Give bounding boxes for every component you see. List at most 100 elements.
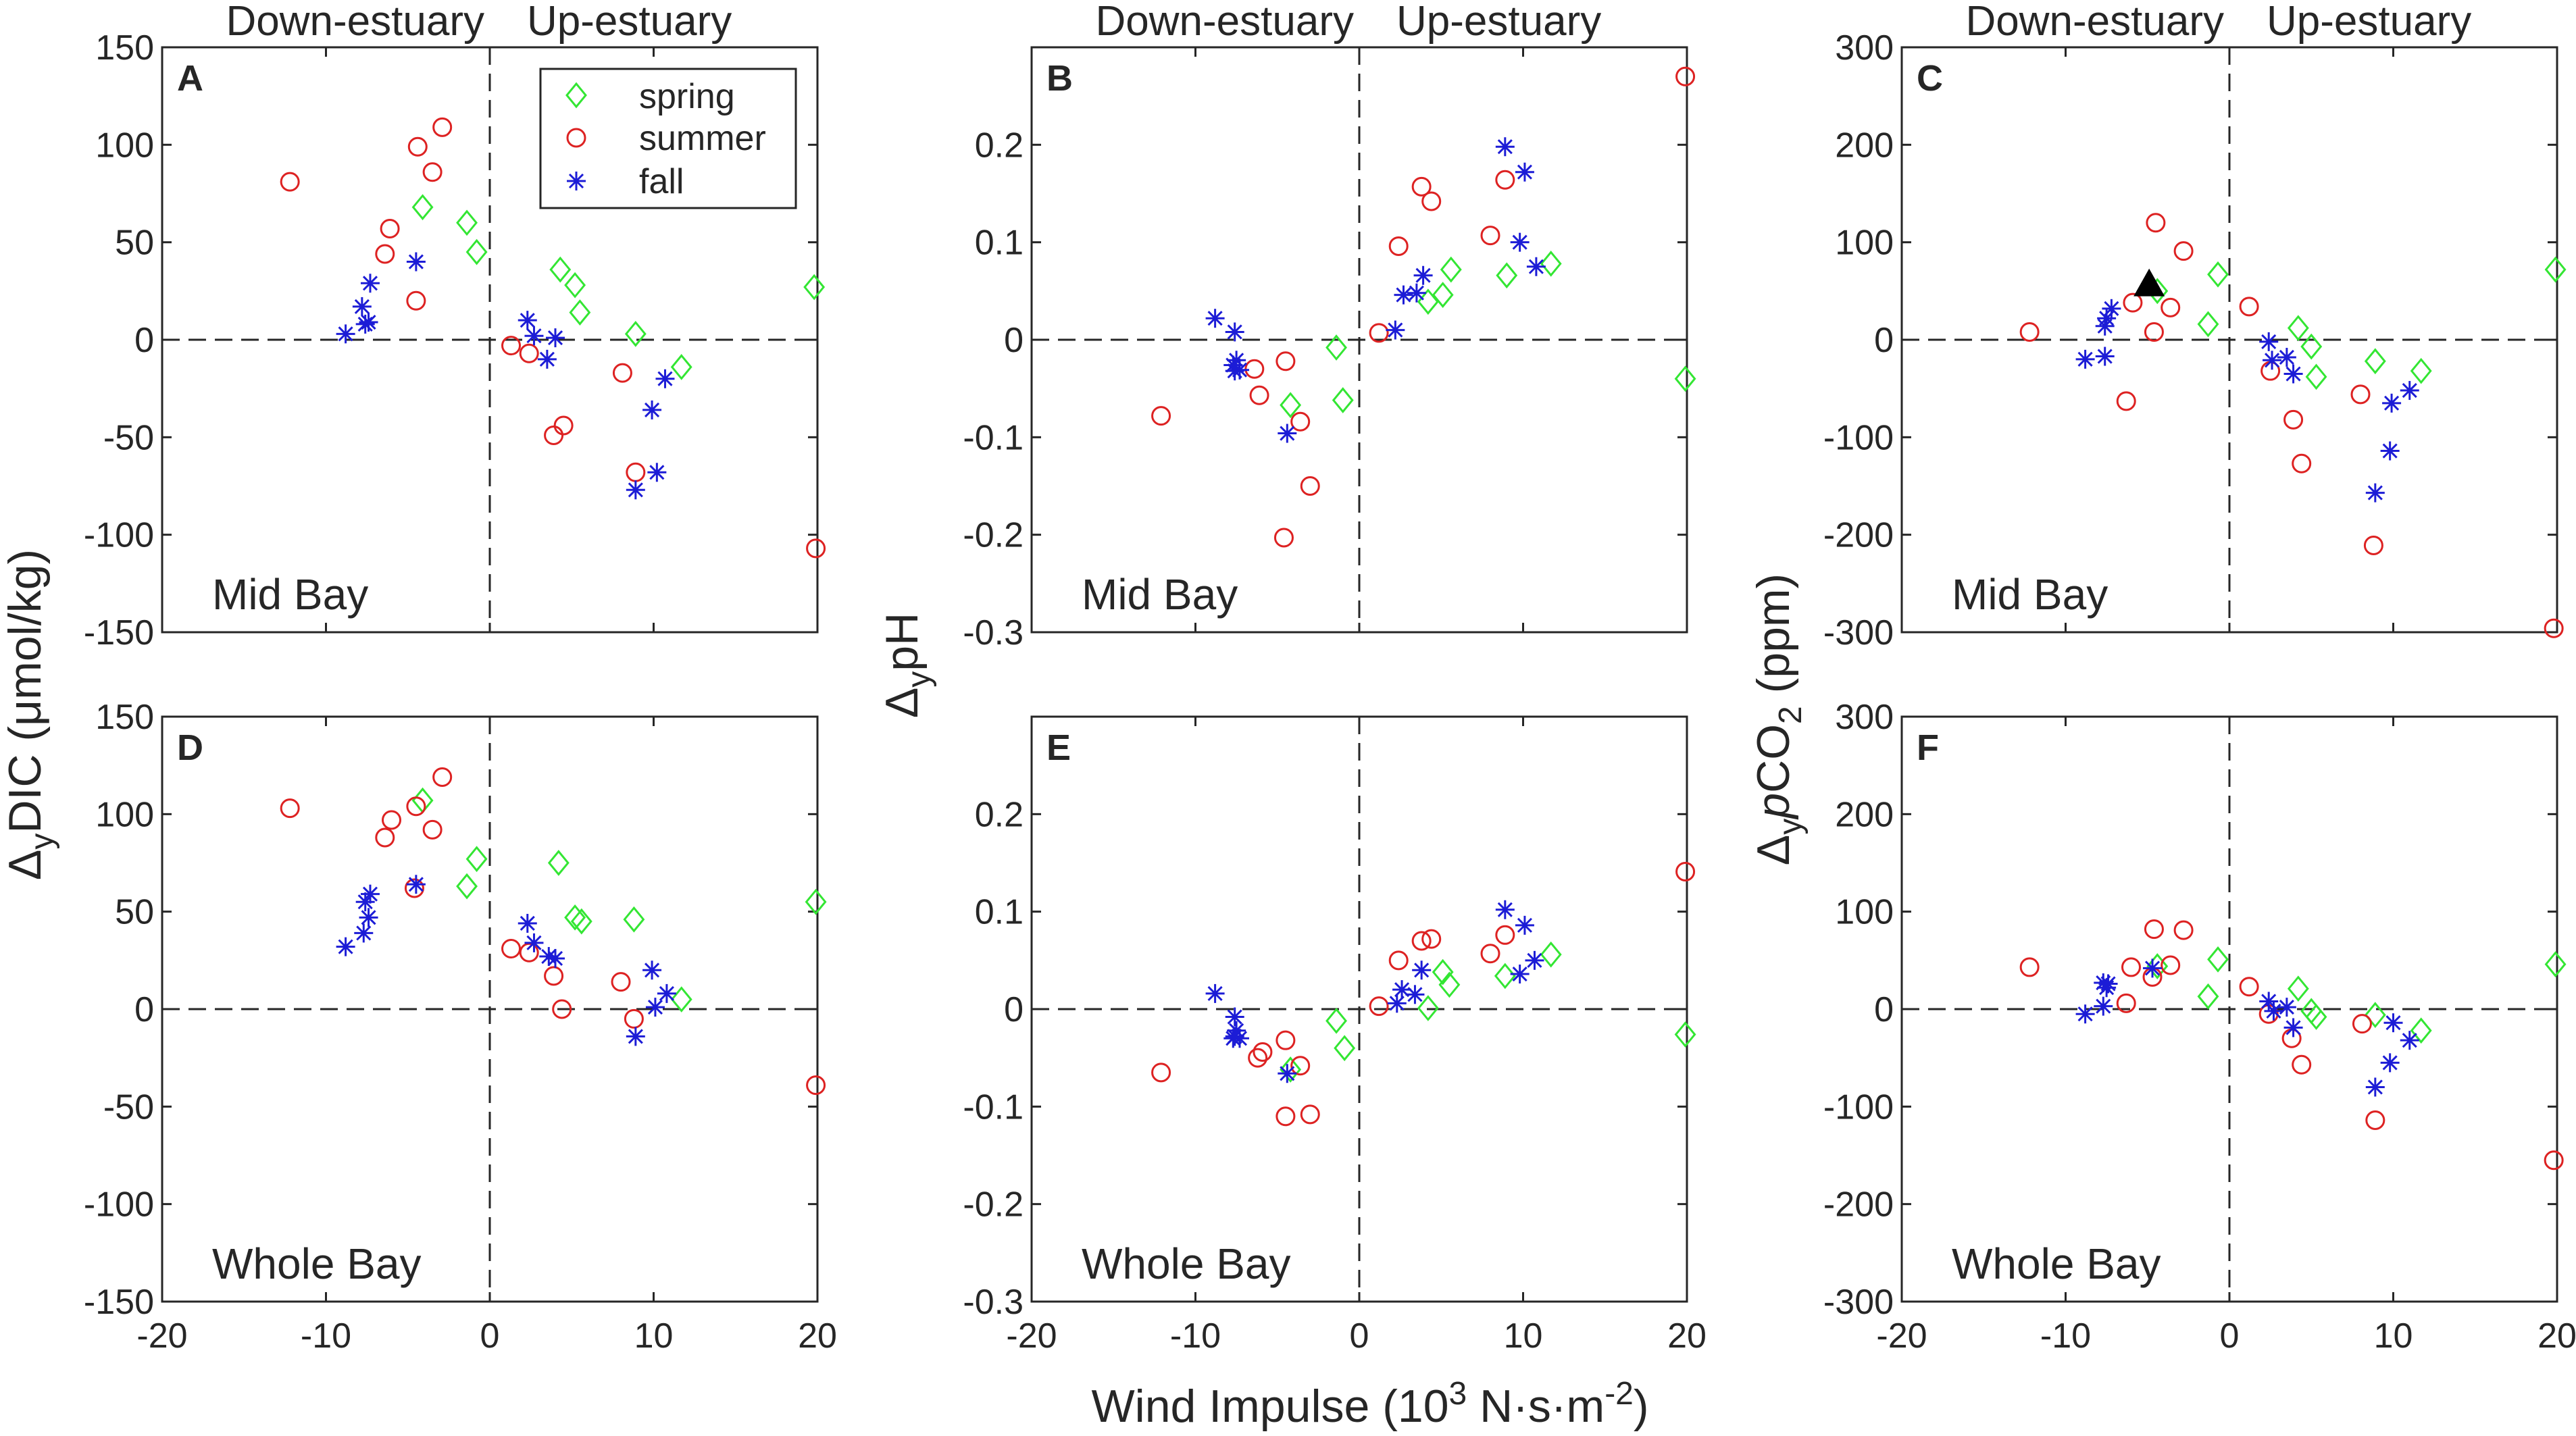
panel-a: -150 -100 -50 0 50 100 150 Down-estuary Up-estua… (84, 0, 826, 652)
panel-f-summer-point (2239, 977, 2259, 997)
panel-b-ytick-label: 0 (1004, 321, 1024, 360)
panel-f-fall-point-d2 (2382, 1055, 2398, 1071)
panel-f-fall-point (2383, 1013, 2403, 1033)
panel-a-ytick-label: 0 (134, 321, 154, 360)
panel-d-fall-point (517, 913, 537, 933)
panel-d-fall-point-d2 (645, 963, 660, 978)
panel-d-ytick-label: -50 (103, 1087, 154, 1127)
panel-e-summer-point (1276, 1106, 1296, 1127)
panel-a-spring-point (569, 299, 591, 326)
panel-f-fall-point (2380, 1053, 2400, 1073)
panel-e-ytick-label: -0.2 (963, 1185, 1024, 1225)
panel-c-fall-point (2095, 347, 2115, 366)
legend-summer-label: summer (639, 119, 766, 158)
panel-c-spring-point (2197, 311, 2219, 338)
panel-e-fall-point-d2 (1517, 917, 1532, 933)
panel-f-fall-point-d2 (2367, 1079, 2383, 1095)
panel-e: -20 -10 0 10 20 -0.3 -0.2 -0.1 0 0.1 0.2 E Whole Bay (963, 715, 1707, 1356)
panel-a-fall-point-d2 (361, 314, 376, 330)
panel-c-fall-point-d2 (2382, 443, 2398, 459)
panel-f-location: Whole Bay (1952, 1239, 2161, 1288)
panel-e-fall-point (1515, 915, 1534, 935)
panel-e-ytick-label: -0.3 (963, 1283, 1024, 1322)
panel-c-spring-point (2287, 315, 2309, 342)
panel-e-summer-point (1495, 925, 1515, 945)
panel-a-fall-point-d2 (362, 276, 378, 291)
panel-b-spring-point (1674, 365, 1696, 392)
legend: spring summer fall (539, 68, 797, 209)
panel-a-fall-point (517, 311, 537, 330)
panel-c-fall-point (2365, 483, 2385, 503)
panel-a-summer-point (380, 218, 400, 238)
panel-c: -300 -200 -100 0 100 200 300 Down-estuary Up-est… (1823, 0, 2567, 652)
panel-f-fall-point-d2 (2100, 976, 2116, 992)
panel-c-fall-point-d2 (2367, 485, 2383, 501)
panel-a-ytick-label: -50 (103, 418, 154, 457)
panel-a-spring-point (803, 274, 826, 301)
panel-a-header-down: Down-estuary (226, 0, 484, 45)
panel-b-summer-point (1388, 236, 1409, 256)
panel-c-summer-point (2283, 409, 2304, 430)
panel-a-ytick-label: -150 (84, 613, 154, 652)
panel-d-fall-point (657, 983, 676, 1003)
panel-b-letter: B (1046, 58, 1073, 99)
panel-b-fall-point (1495, 137, 1515, 157)
panel-b-summer-point (1290, 411, 1311, 432)
panel-f-xtick-label: 10 (2374, 1316, 2413, 1356)
panel-d-xtick-label: 20 (798, 1316, 837, 1356)
panel-f-fall-point (2400, 1031, 2419, 1050)
panel-d-fall-point-d2 (541, 948, 557, 965)
panel-a-spring-point (465, 238, 488, 265)
panel-b-spring-point (1432, 282, 1454, 308)
panel-e-spring-point (1540, 941, 1562, 968)
panel-c-spring-point (2300, 333, 2323, 360)
panel-e-summer-point (1480, 944, 1500, 964)
panel-e-xtick-label: 10 (1504, 1316, 1543, 1356)
panel-a-summer-point (432, 117, 453, 137)
panel-c-spring-point (2410, 357, 2432, 384)
panel-f-summer-point (2352, 1014, 2372, 1034)
panel-a-summer-point (407, 136, 428, 157)
panel-b-fall-point (1386, 320, 1405, 340)
panel-d-ytick-label: 100 (95, 795, 154, 834)
panel-a-summer-point (422, 162, 443, 182)
y-label-ph-main: Δ (876, 688, 928, 718)
panel-a-fall-point (360, 274, 380, 293)
panel-a-summer-point (806, 538, 826, 559)
panel-d-letter: D (177, 727, 203, 768)
panel-e-fall-point (1392, 980, 1412, 1000)
panel-e-fall-point-d2 (1407, 987, 1423, 1002)
panel-b-fall-point-d2 (1226, 357, 1241, 373)
panel-e-summer-point (1290, 1056, 1311, 1076)
panel-a-summer-point (280, 172, 300, 192)
panel-a-spring-point (456, 209, 478, 236)
x-label-units: N·s·m (1467, 1381, 1605, 1432)
panel-f-spring-point (2364, 1002, 2386, 1029)
panel-f-summer-point (2365, 1110, 2385, 1131)
panel-c-ytick-label: 200 (1835, 126, 1894, 165)
panel-d-fall-point (524, 933, 544, 952)
panel-a-fall-point (359, 313, 378, 332)
panel-c-summer-point (2292, 453, 2312, 473)
panel-d-summer-point (382, 810, 401, 830)
panel-f-xtick-label: -20 (1876, 1316, 1927, 1356)
panel-b-fall-point-d2 (1396, 287, 1411, 303)
panel-f-spring-point (2305, 1004, 2327, 1030)
panel-e-summer-point (1411, 931, 1432, 951)
panel-f-summer-point (2161, 955, 2181, 975)
panel-b-spring-point (1540, 251, 1562, 277)
panel-f-ytick-label: -200 (1823, 1185, 1894, 1225)
panel-d-spring-point (570, 908, 592, 935)
y-label-dic-sub: y (24, 834, 60, 850)
panel-a-fall-point (336, 324, 355, 344)
panel-f-summer-point (2173, 920, 2194, 940)
panel-e-fall-point (1510, 965, 1530, 984)
panel-e-summer-point (1421, 929, 1442, 949)
legend-spring-label: spring (639, 77, 735, 116)
panel-d-fall-point (354, 923, 374, 943)
panel-b-summer-point (1300, 476, 1320, 496)
panel-f-fall-point-d2 (2077, 1006, 2093, 1022)
panel-b-ytick-label: -0.3 (963, 613, 1024, 652)
panel-f-fall-point-d2 (2096, 998, 2111, 1014)
y-label-pco2-sub2: 2 (1773, 706, 1809, 724)
